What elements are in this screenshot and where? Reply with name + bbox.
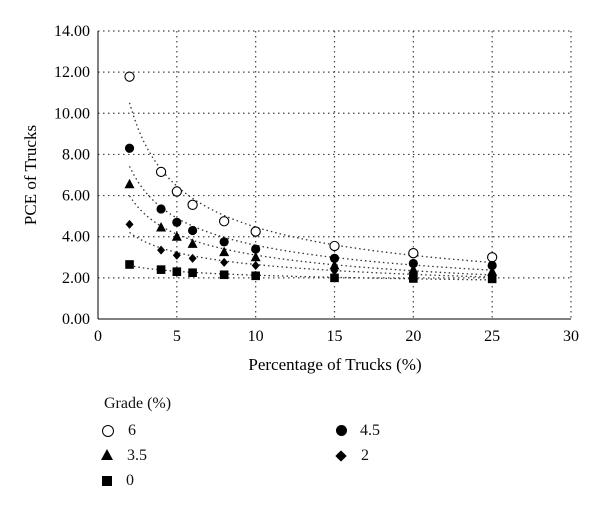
point-grade-0 (188, 268, 197, 278)
point-grade-6 (124, 71, 135, 82)
y-tick-label: 6.00 (62, 188, 90, 205)
trendline-4-5 (128, 166, 493, 271)
axes: 0.00 2.00 4.00 6.00 8.00 10.00 12.00 14.00 0 5 10 1… (54, 23, 579, 345)
point-grade-6 (171, 186, 182, 197)
x-tick-label: 25 (484, 328, 500, 345)
point-grade-3-5 (408, 264, 419, 274)
point-grade-6 (187, 199, 198, 210)
point-grade-3-5 (171, 231, 182, 241)
x-tick-label: 10 (248, 328, 264, 345)
point-grade-3-5 (329, 260, 340, 270)
point-grade-4-5 (251, 244, 261, 254)
y-axis-label: PCE of Trucks (21, 125, 40, 225)
point-grade-6 (408, 248, 419, 259)
point-grade-0 (251, 271, 260, 281)
x-tick-label: 0 (94, 328, 102, 345)
point-grade-6 (250, 226, 261, 237)
point-grade-3-5 (187, 238, 198, 248)
point-grade-4-5 (156, 204, 166, 214)
point-grade-4-5 (408, 258, 418, 269)
point-grade-2 (330, 266, 339, 276)
point-grade-4-5 (124, 143, 135, 153)
point-grade-4-5 (487, 260, 497, 271)
x-tick-label: 20 (405, 328, 421, 345)
point-grade-2 (251, 261, 260, 271)
y-tick-label: 8.00 (62, 146, 90, 163)
point-grade-6 (218, 216, 230, 227)
point-grade-4-5 (329, 253, 340, 263)
point-grade-2 (125, 219, 134, 229)
trendline-2 (129, 231, 493, 278)
point-grade-0 (409, 274, 418, 283)
point-grade-4-5 (219, 237, 229, 247)
trendline-6 (128, 102, 493, 264)
point-grade-2 (188, 253, 197, 263)
trendline-0 (129, 264, 493, 281)
point-grade-4-5 (172, 217, 182, 227)
point-grade-3-5 (250, 251, 261, 262)
point-grade-0 (219, 270, 229, 280)
point-grade-0 (156, 265, 166, 274)
y-tick-label: 12.00 (54, 64, 90, 81)
x-axis-label: Percentage of Trucks (%) (248, 355, 421, 374)
x-tick-label: 30 (563, 328, 579, 345)
point-grade-6 (329, 240, 340, 252)
point-grade-0 (125, 260, 134, 269)
x-tick-label: 5 (173, 328, 181, 345)
point-grade-2 (220, 257, 229, 267)
y-tick-label: 10.00 (54, 105, 90, 122)
point-grade-0 (172, 267, 182, 276)
point-grade-0 (330, 273, 339, 283)
data-marks (124, 71, 498, 284)
y-tick-label: 14.00 (54, 23, 90, 40)
point-grade-2 (172, 250, 181, 260)
x-tick-label: 15 (327, 328, 343, 345)
trendlines (128, 102, 493, 281)
point-grade-6 (487, 252, 498, 263)
y-tick-label: 2.00 (62, 270, 90, 287)
point-grade-6 (155, 166, 167, 178)
point-grade-0 (487, 274, 497, 284)
point-grade-3-5 (219, 246, 230, 257)
y-tick-label: 0.00 (62, 311, 90, 328)
point-grade-3-5 (124, 178, 135, 189)
trendline-3-5 (128, 195, 493, 276)
point-grade-3-5 (156, 221, 167, 232)
point-grade-2 (157, 245, 166, 255)
y-tick-label: 4.00 (62, 229, 90, 246)
point-grade-4-5 (188, 225, 198, 236)
